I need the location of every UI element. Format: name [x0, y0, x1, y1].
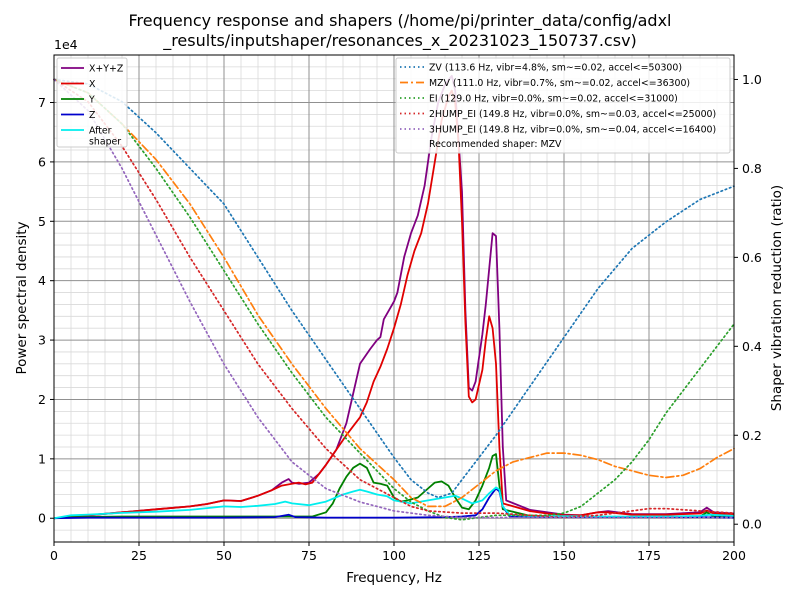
legend-left-label-line: After	[89, 126, 112, 137]
y-tick-label: 7	[38, 95, 46, 110]
legend-left-label: After shaper	[89, 126, 121, 148]
legend-right-box	[395, 57, 731, 154]
y2-axis-ticks: 0.0 0.2 0.4 0.6 0.8 1.0	[734, 72, 762, 532]
legend-left-label-line: Y	[88, 95, 95, 106]
legend-left: X+Y+Z XYZ After shaper	[56, 57, 128, 148]
y2-axis-label: Shaper vibration reduction (ratio)	[769, 185, 785, 411]
legend-left-entries: X+Y+Z XYZ After shaper	[61, 64, 123, 148]
y-tick-label: 0	[38, 511, 46, 526]
legend-right-label: EI (129.0 Hz, vibr=0.0%, sm~=0.02, accel…	[429, 94, 678, 105]
x-axis-ticks: 0 25 50 75 100 125 150 175 200	[50, 542, 746, 563]
y-tick-label: 1	[38, 451, 46, 466]
y2-tick-label: 0.4	[742, 339, 762, 354]
y-tick-label: 3	[38, 333, 46, 348]
y2-tick-label: 0.0	[742, 517, 762, 532]
shaper-line-0	[53, 78, 735, 499]
legend-recommended-shaper: Recommended shaper: MZV	[429, 139, 562, 150]
x-tick-label: 50	[216, 548, 232, 563]
y-tick-label: 6	[38, 154, 46, 169]
y2-tick-label: 1.0	[742, 72, 762, 87]
legend-left-label: X	[89, 79, 96, 90]
shaper-line-4	[53, 78, 735, 519]
chart-title-line-1: Frequency response and shapers (/home/pi…	[128, 11, 671, 31]
legend-left-label: Z	[89, 110, 95, 121]
legend-left-label: X+Y+Z	[89, 64, 123, 75]
legend-left-box	[56, 57, 128, 148]
legend-left-label-line: Z	[89, 110, 95, 121]
legend-right-label: ZV (113.6 Hz, vibr=4.8%, sm~=0.02, accel…	[429, 63, 682, 74]
shaper-line-3	[53, 78, 735, 519]
legend-right-entries: ZV (113.6 Hz, vibr=4.8%, sm~=0.02, accel…	[400, 63, 716, 136]
legend-right: ZV (113.6 Hz, vibr=4.8%, sm~=0.02, accel…	[395, 57, 731, 154]
x-tick-label: 25	[131, 548, 147, 563]
legend-right-label: 2HUMP_EI (149.8 Hz, vibr=0.0%, sm~=0.03,…	[429, 109, 716, 120]
x-tick-label: 100	[382, 548, 406, 563]
legend-right-label: 3HUMP_EI (149.8 Hz, vibr=0.0%, sm~=0.04,…	[429, 125, 716, 136]
x-axis-label: Frequency, Hz	[346, 570, 442, 586]
psd-lines	[53, 74, 735, 520]
y2-tick-label: 0.6	[742, 250, 762, 265]
x-tick-label: 150	[552, 548, 576, 563]
x-tick-label: 200	[722, 548, 746, 563]
y2-tick-label: 0.2	[742, 428, 762, 443]
y-axis-ticks: 0 1 2 3 4 5 6 7	[38, 95, 54, 526]
legend-right-label: MZV (111.0 Hz, vibr=0.7%, sm~=0.02, acce…	[429, 78, 690, 89]
y-tick-label: 5	[38, 214, 46, 229]
y-tick-label: 4	[38, 273, 46, 288]
y-tick-label: 2	[38, 392, 46, 407]
y-offset-label: 1e4	[54, 37, 78, 52]
shaper-lines	[53, 78, 735, 521]
legend-left-label: Y	[88, 95, 95, 106]
x-tick-label: 0	[50, 548, 58, 563]
legend-left-label-line: X+Y+Z	[89, 64, 123, 75]
x-tick-label: 175	[637, 548, 661, 563]
y2-tick-label: 0.8	[742, 161, 762, 176]
shaper-line-1	[53, 78, 735, 508]
chart-title-line-2: _results/inputshaper/resonances_x_202310…	[162, 31, 637, 51]
psd-line-4	[53, 486, 735, 520]
psd-line-1	[53, 89, 735, 520]
legend-left-label-line: X	[89, 79, 96, 90]
x-tick-label: 125	[467, 548, 491, 563]
legend-left-label-line: shaper	[89, 137, 121, 148]
y-axis-label: Power spectral density	[14, 221, 30, 374]
x-tick-label: 75	[301, 548, 317, 563]
